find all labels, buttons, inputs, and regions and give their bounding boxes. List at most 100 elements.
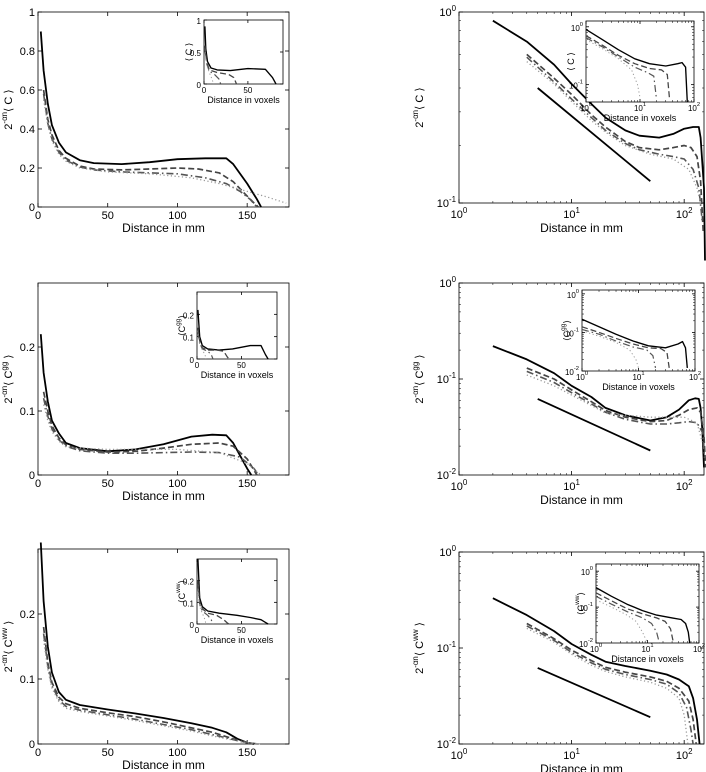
x-tick-label: 50 (243, 86, 252, 95)
series-line-3 (42, 633, 255, 745)
y-tick-label: 0.1 (20, 406, 35, 418)
series-line-4 (42, 639, 262, 745)
y-tick-label: 0 (29, 202, 35, 214)
series-line-2 (197, 327, 230, 360)
x-axis-label: Distance in voxels (201, 370, 274, 380)
series-line-1 (581, 318, 688, 368)
series-line-3 (595, 595, 660, 644)
series-line-3 (526, 370, 706, 459)
series-line-1 (39, 31, 262, 208)
x-tick-label: 100 (168, 478, 186, 490)
axes-frame (203, 19, 284, 85)
y-axis-label: ⟨ C ⟩ (566, 52, 576, 71)
series-line-2 (42, 89, 259, 208)
x-tick-label: 0 (202, 86, 207, 95)
x-tick-label: 100 (168, 747, 186, 759)
series-line-2 (581, 326, 670, 368)
y-tick-label: 0.4 (20, 124, 35, 136)
y-tick-label: 1 (29, 7, 35, 19)
y-tick-label: 100 (567, 289, 579, 300)
x-tick-label: 50 (102, 747, 114, 759)
x-tick-label: 0 (195, 361, 200, 370)
y-tick-label: 10-2 (437, 736, 456, 751)
x-tick-label: 102 (689, 371, 701, 382)
series-line-4 (197, 334, 207, 360)
series-line-1 (197, 309, 269, 360)
x-tick-label: 100 (576, 371, 588, 382)
y-tick-label: 10-1 (437, 195, 457, 210)
inset-2: 100 101 102 10-1 100 Distance in voxels ⟨ C ⟩ (566, 20, 700, 123)
series-line-1 (197, 558, 269, 625)
x-tick-label: 102 (693, 643, 705, 654)
series-line-5 (537, 87, 651, 182)
y-tick-label: 10-1 (579, 602, 593, 613)
series-line-4 (585, 39, 641, 98)
y-tick-label: 0.6 (20, 85, 35, 97)
x-axis-label: Distance in voxels (207, 95, 280, 105)
x-tick-label: 100 (451, 478, 468, 493)
y-tick-label: 10-2 (565, 366, 579, 377)
x-tick-label: 0 (35, 210, 41, 222)
series-line-1 (585, 28, 688, 103)
y-tick-label: 0.5 (190, 49, 202, 58)
y-tick-label: 1 (197, 17, 202, 26)
y-axis-label: 2-αn⟨ Cww ⟩ (0, 621, 15, 673)
y-tick-label: 10-1 (437, 371, 457, 386)
axes-frame (595, 563, 700, 644)
y-tick-label: 100 (571, 22, 583, 33)
axes-frame (581, 289, 696, 372)
series-line-4 (526, 374, 703, 443)
inset-4: 100 101 102 10-2 10-1 100 Distance in voxels ⟨C… (560, 289, 701, 392)
x-tick-label: 102 (676, 747, 693, 762)
y-axis-label: ⟨Cgg⟩ (560, 320, 572, 341)
series-line-4 (197, 589, 207, 625)
inset-3: 0 50 0 0.1 0.2 Distance in voxels ⟨Cgg⟩ (175, 291, 278, 380)
x-tick-label: 150 (238, 210, 256, 222)
inset-5: 0 50 0 0.1 0.2 Distance in voxels ⟨Cww⟩ (175, 558, 278, 645)
series-line-4 (526, 627, 689, 745)
x-tick-label: 100 (590, 643, 602, 654)
x-tick-label: 100 (451, 747, 468, 762)
inset-6: 100 101 102 10-2 10-1 100 Distance in voxels ⟨C… (574, 563, 705, 664)
y-tick-label: 0 (29, 470, 35, 482)
inset-1: 0 50 0 0.5 1 Distance in voxels ⟨ C ⟩ (184, 17, 284, 105)
x-tick-label: 102 (676, 206, 693, 221)
series-line-3 (526, 625, 694, 745)
x-tick-label: 101 (563, 206, 580, 221)
y-axis-label: 2-αn⟨ Cgg ⟩ (411, 354, 426, 403)
series-line-1 (492, 19, 706, 261)
series-line-1 (39, 542, 255, 745)
x-tick-label: 100 (580, 102, 592, 113)
series-line-4 (204, 51, 215, 85)
y-tick-label: 10-1 (437, 640, 457, 655)
series-line-5 (537, 667, 651, 719)
series-line-3 (197, 332, 214, 360)
x-axis-label: Distance in voxels (604, 113, 677, 123)
series-line-2 (204, 45, 238, 85)
x-axis-label: Distance in mm (122, 221, 205, 235)
y-axis-label: 2-αn⟨ C ⟩ (411, 87, 426, 127)
chart-3: 0 50 100 150 0 0.1 0.2 Distance in mm 2-αn⟨ Cgg … (0, 282, 290, 503)
y-tick-label: 10-2 (579, 638, 593, 649)
y-axis-label: 2-αn⟨ Cww ⟩ (411, 622, 426, 674)
y-axis-label: 2-αn⟨ Cgg ⟩ (0, 354, 15, 403)
series-line-4 (581, 330, 639, 369)
series-line-2 (42, 391, 258, 476)
y-tick-label: 10-1 (565, 327, 579, 338)
y-tick-label: 0.2 (20, 609, 35, 621)
y-axis-label: ⟨Cww⟩ (574, 592, 586, 615)
x-tick-label: 101 (563, 747, 580, 762)
series-line-2 (526, 53, 705, 233)
y-tick-label: 0.2 (20, 163, 35, 175)
y-tick-label: 0.1 (183, 334, 195, 343)
axes-frame (196, 558, 278, 625)
y-tick-label: 0.2 (183, 311, 195, 320)
x-axis-label: Distance in mm (540, 221, 623, 235)
x-axis-label: Distance in mm (540, 762, 623, 772)
y-tick-label: 100 (439, 544, 456, 559)
y-axis-label: ⟨Cww⟩ (175, 580, 187, 603)
series-line-3 (42, 398, 259, 476)
x-tick-label: 0 (35, 478, 41, 490)
series-line-1 (595, 587, 691, 644)
